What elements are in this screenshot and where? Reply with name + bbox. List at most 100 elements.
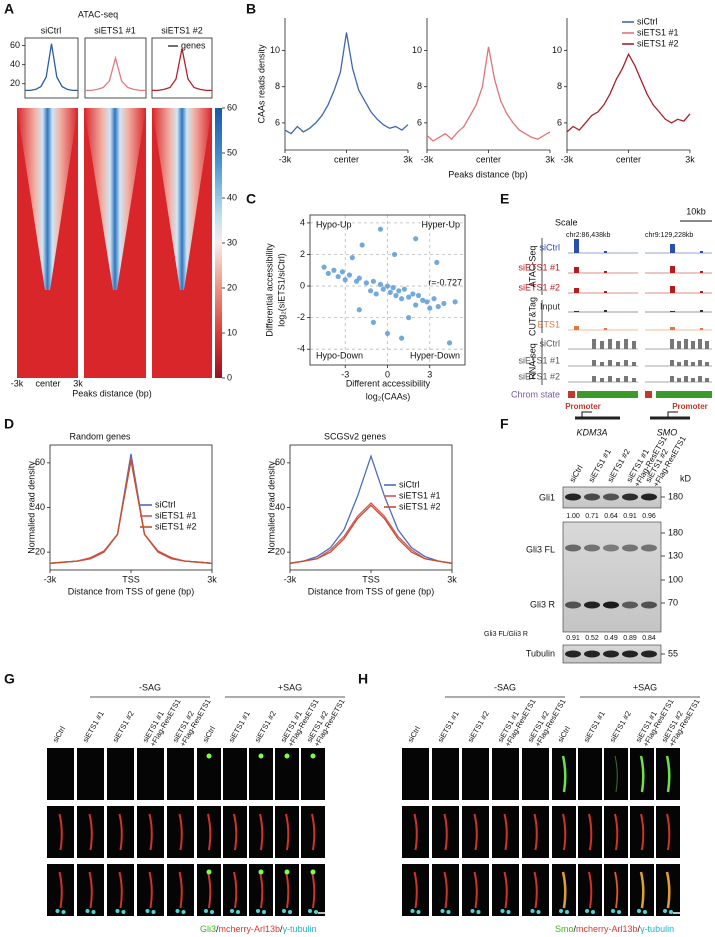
micrograph — [167, 748, 194, 800]
track-signal — [691, 362, 695, 366]
signal — [639, 871, 645, 909]
x-tick-label: center — [35, 378, 60, 388]
blot-band — [584, 650, 600, 658]
track-peak — [574, 288, 579, 293]
cilium — [443, 813, 448, 851]
x-tick-label: 3k — [207, 574, 217, 584]
legend-label: siETS1 #2 — [399, 501, 441, 511]
heatmaps — [17, 108, 222, 378]
colorbar-label: 30 — [227, 237, 237, 247]
blot-band — [622, 650, 638, 658]
micrograph — [432, 806, 459, 858]
blot-band — [584, 544, 600, 552]
blot-band — [603, 601, 619, 609]
cilium — [473, 813, 478, 851]
micrograph — [522, 864, 549, 916]
basal-body — [145, 909, 150, 913]
basal-body — [663, 909, 667, 913]
ratio-value: 0.52 — [585, 635, 599, 642]
scatter-point — [363, 280, 369, 286]
scatter-point — [325, 270, 331, 277]
blot-label: Gli1 — [539, 492, 555, 502]
track-label: Chrom state — [511, 389, 560, 399]
basal-body — [669, 910, 673, 914]
scatter-point — [401, 286, 408, 292]
panel-label: C — [246, 191, 256, 207]
cilium — [148, 813, 153, 851]
track-label: siCtrl — [540, 338, 561, 348]
micrograph — [462, 748, 489, 800]
cilium — [207, 871, 212, 909]
x-tick-label: -3k — [11, 378, 24, 388]
marker-label: 180 — [668, 491, 683, 501]
track-peak — [670, 286, 675, 293]
series-line — [426, 46, 551, 142]
caption-part: Gli3 — [200, 924, 216, 934]
caption-part: Smo — [555, 924, 574, 934]
y-axis-label: CAAs reads density — [256, 44, 266, 124]
annotation: r=-0.727 — [428, 277, 462, 287]
blot-band — [603, 650, 619, 658]
track-peak — [604, 251, 607, 253]
locus: chr9:129,228kb — [645, 232, 693, 239]
cilium — [88, 813, 93, 851]
panel-label: B — [246, 1, 256, 17]
basal-body — [230, 909, 234, 913]
track-signal — [592, 360, 596, 366]
basal-body — [204, 909, 208, 913]
basal-body — [416, 910, 421, 914]
signal — [284, 753, 290, 759]
gene-label: KDM3A — [576, 427, 607, 437]
series-line — [25, 43, 78, 92]
scatter-point — [413, 302, 419, 308]
track-peak — [574, 239, 579, 253]
ratio-value: 0.91 — [623, 513, 637, 520]
micrograph — [47, 748, 74, 800]
cilium — [58, 871, 63, 909]
track-signal — [684, 360, 688, 366]
track-signal — [608, 376, 612, 382]
x-tick-label: 3k — [73, 378, 83, 388]
track-peak — [604, 291, 607, 293]
micrograph — [578, 806, 602, 858]
blot-label: Gli3 R — [530, 599, 556, 609]
basal-body — [85, 909, 90, 913]
micrograph — [197, 806, 221, 858]
micrograph — [432, 748, 459, 800]
track-signal — [677, 341, 681, 349]
blot — [562, 521, 662, 633]
basal-body — [282, 909, 286, 913]
x-tick-label: -3k — [284, 574, 297, 584]
basal-body — [410, 909, 415, 913]
x-axis-label: Peaks distance (bp) — [72, 388, 152, 398]
blot-label: Gli3 FL — [526, 544, 555, 554]
basal-body — [115, 909, 120, 913]
scatter-point — [380, 286, 386, 292]
scatter-point — [393, 292, 399, 299]
track-signal — [624, 360, 628, 366]
cilium — [666, 813, 671, 851]
micrograph — [656, 806, 680, 858]
x-tick-label: TSS — [122, 574, 140, 584]
y-tick-label: -4 — [297, 344, 305, 354]
basal-body — [288, 910, 292, 914]
track-signal — [698, 376, 702, 382]
x-tick-label: -3k — [279, 154, 292, 164]
blot-band — [622, 544, 638, 552]
cilium — [178, 813, 183, 851]
micrograph — [107, 806, 134, 858]
legend-label: siCtrl — [155, 499, 176, 509]
series-line — [284, 32, 409, 135]
y-tick-label: 40 — [35, 502, 45, 512]
cilium — [413, 871, 418, 909]
cilium — [259, 813, 264, 851]
scatter-point — [384, 330, 391, 337]
blot-band — [641, 601, 657, 609]
track-signal — [677, 362, 681, 366]
signal — [258, 753, 264, 759]
track-signal — [670, 339, 674, 349]
cilium — [503, 813, 508, 851]
micrograph — [137, 864, 164, 916]
caption-part: / — [216, 924, 219, 934]
track-peak — [670, 244, 675, 253]
